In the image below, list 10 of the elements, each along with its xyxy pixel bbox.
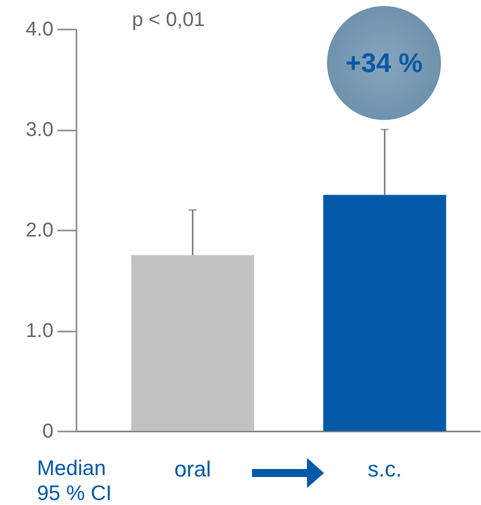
y-tick-label: 1.0 bbox=[26, 320, 54, 342]
annotation: +34 % bbox=[345, 48, 423, 78]
text: Median 95 % CI bbox=[37, 457, 112, 505]
x-tick-label: oral bbox=[174, 456, 212, 482]
y-tick-label: 2.0 bbox=[26, 220, 54, 242]
x-tick-label: s.c. bbox=[368, 456, 402, 482]
y-tick-label: 0 bbox=[42, 420, 54, 442]
y-tick-label: 4.0 bbox=[26, 18, 54, 40]
y-tick-label: 3.0 bbox=[26, 119, 54, 141]
annotation: p < 0,01 bbox=[132, 9, 205, 31]
